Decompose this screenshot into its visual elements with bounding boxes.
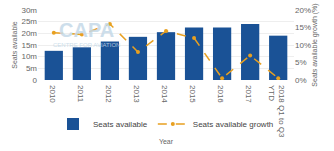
svg-text:0: 0: [33, 76, 38, 85]
svg-text:2015: 2015: [188, 85, 197, 103]
svg-text:2018 Q1 to Q3YTD: 2018 Q1 to Q3YTD: [267, 85, 286, 138]
svg-text:10%: 10%: [295, 41, 311, 50]
svg-text:2011: 2011: [76, 85, 85, 103]
svg-text:25m: 25m: [21, 17, 37, 26]
svg-text:CENTRE FOR AVIATION: CENTRE FOR AVIATION: [53, 42, 120, 48]
svg-text:15m: 15m: [21, 41, 37, 50]
svg-text:2016: 2016: [216, 85, 225, 103]
svg-text:15%: 15%: [295, 23, 311, 32]
svg-text:2010: 2010: [48, 85, 57, 103]
svg-text:5%: 5%: [295, 58, 307, 67]
svg-text:Year: Year: [159, 138, 174, 145]
svg-text:Seats available growth: Seats available growth: [193, 120, 274, 129]
svg-text:20%: 20%: [295, 6, 311, 15]
svg-text:2014: 2014: [160, 85, 169, 103]
svg-text:Seats available growth (%): Seats available growth (%): [311, 3, 319, 86]
svg-text:20m: 20m: [21, 29, 37, 38]
svg-text:2017: 2017: [244, 85, 253, 103]
svg-text:2012: 2012: [104, 85, 113, 103]
svg-text:0%: 0%: [295, 76, 307, 85]
svg-text:30m: 30m: [21, 6, 37, 15]
svg-text:CAPA: CAPA: [59, 19, 114, 41]
svg-text:10m: 10m: [21, 52, 37, 61]
svg-text:Seats available: Seats available: [93, 120, 148, 129]
svg-text:5m: 5m: [26, 64, 37, 73]
svg-text:2013: 2013: [132, 85, 141, 103]
svg-text:Seats available: Seats available: [11, 21, 18, 69]
